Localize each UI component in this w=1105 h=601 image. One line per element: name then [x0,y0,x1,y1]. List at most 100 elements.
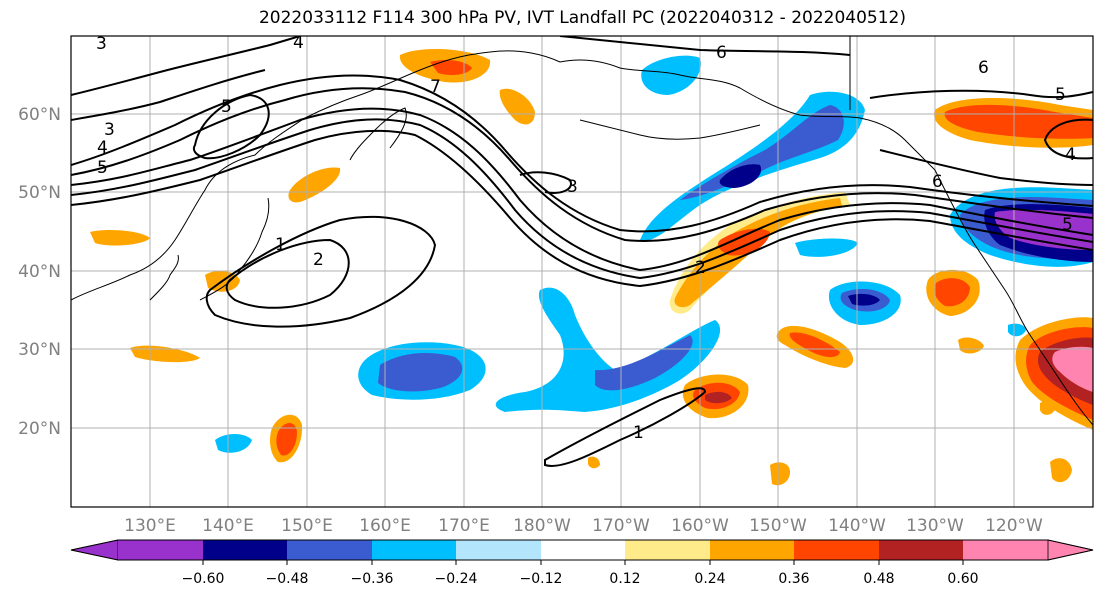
contour-label: 4 [97,138,108,158]
contour-label: 6 [978,58,989,78]
shade-neg-blob-4 [1008,323,1026,337]
contour-2 [71,118,1093,280]
colorbar-tick-label: −0.60 [182,571,225,587]
colorbar-swatch [710,540,794,560]
map-content: 3 4 6 5 3 4 5 6 5 4 3 2 1 2 1 6 7 5 [71,33,1093,507]
lon-label: 140°W [828,516,886,536]
colorbar-swatch [794,540,879,560]
colorbar-extend-low [70,539,119,561]
contour-16 [519,171,572,194]
coast-korea [149,254,179,301]
shade-neg-blob-3 [215,434,252,453]
contour-labels: 3 4 6 5 3 4 5 6 5 4 3 2 1 2 1 6 7 5 [96,33,1076,443]
shade-pos-cal4 [1052,346,1093,392]
contour-label: 1 [633,423,644,443]
contour-label: 1 [275,235,286,255]
lat-label: 50°N [18,183,61,203]
contour-7 [205,215,437,328]
shade-bering-neg [641,55,701,95]
shade-pos-small-11 [1040,401,1055,415]
coast-japan [199,197,270,301]
shade-pos-small-2 [499,88,535,125]
shade-pos-small-4 [90,230,150,246]
contour-9 [544,387,707,467]
shade-neg-blob-2 [795,238,858,257]
shade-pos-sw2 [789,332,840,358]
contour-11 [71,69,266,121]
lon-label: 150°E [281,516,333,536]
shade-gulf-neg3 [719,164,762,188]
contour-8 [192,93,270,160]
lat-label: 40°N [18,262,61,282]
longitude-labels: 130°E 140°E 150°E 160°E 170°E 180°W 170°… [124,516,1043,536]
contour-label: 4 [1065,145,1076,165]
lon-label: 160°E [359,516,411,536]
contour-12 [869,89,1093,99]
lon-label: 130°E [124,516,176,536]
shade-pos-small-12 [588,456,600,469]
contour-label: 5 [1055,85,1066,105]
contour-3 [71,129,1093,288]
colorbar-swatch [372,540,456,560]
contour-label: 5 [1062,215,1073,235]
pv-shading [90,48,1093,486]
colorbar-swatch [963,540,1048,560]
shade-gulf-neg2 [680,105,844,200]
coast-na-west [949,199,1093,426]
colorbar-tick-label: −0.12 [520,571,563,587]
contour-5 [71,74,1093,233]
latitude-labels: 60°N 50°N 40°N 30°N 20°N [18,105,61,439]
shade-pos-small-8 [770,462,790,486]
shade-pos-small-5 [130,345,200,363]
colorbar-tick-label: 0.60 [947,571,978,587]
lon-label: 150°W [749,516,807,536]
lon-label: 170°W [592,516,650,536]
shade-central-neg [495,287,721,412]
lat-label: 30°N [18,340,61,360]
contour-label: 4 [293,33,304,53]
map-title: 2022033112 F114 300 hPa PV, IVT Landfall… [258,8,906,28]
colorbar-swatch [456,540,541,560]
contour-label: 3 [96,34,107,54]
colorbar-swatch [625,540,710,560]
shade-pos-arc3 [718,228,770,256]
colorbar-swatch [118,540,203,560]
lon-label: 180°W [513,516,571,536]
shade-neg-blob-1c [848,293,880,306]
colorbar-swatch [879,540,963,560]
contour-6 [225,238,350,309]
colorbar-tick-label: 0.36 [778,571,809,587]
contour-label: 2 [695,258,706,278]
colorbar-tick-label: −0.36 [351,571,394,587]
contour-1 [71,107,1093,272]
coast-aleutians [579,119,761,140]
lat-label: 60°N [18,105,61,125]
colorbar-outline [70,539,1094,561]
shade-pos-small-3 [288,167,341,203]
colorbar-extend-high [1047,539,1094,561]
colorbar-tick-label: 0.48 [863,571,894,587]
contour-14 [559,36,851,56]
contour-label: 3 [104,120,115,140]
colorbar-swatch [287,540,372,560]
colorbar-tick-label: −0.24 [435,571,478,587]
map-frame [70,35,1094,508]
colorbar: −0.60 −0.48 −0.36 −0.24 −0.12 0.12 0.24 … [70,539,1094,587]
shade-pos-arc2 [674,198,842,308]
lon-label: 120°W [985,516,1043,536]
contour-label: 6 [932,172,943,192]
contour-13 [1043,118,1093,160]
contour-label: 5 [97,158,108,178]
shade-pos-hawaii3 [705,391,732,404]
shade-west-neg2 [378,353,463,392]
shade-pos-small-1b [430,60,472,76]
shade-neg-strongest [994,209,1093,250]
shade-pos-small-7b [276,423,297,456]
contour-label: 5 [221,97,232,117]
colorbar-swatch [203,540,287,560]
contour-label: 2 [313,250,324,270]
colorbar-tick-label: −0.48 [266,571,309,587]
lon-label: 160°W [671,516,729,536]
contour-15 [879,149,1093,186]
